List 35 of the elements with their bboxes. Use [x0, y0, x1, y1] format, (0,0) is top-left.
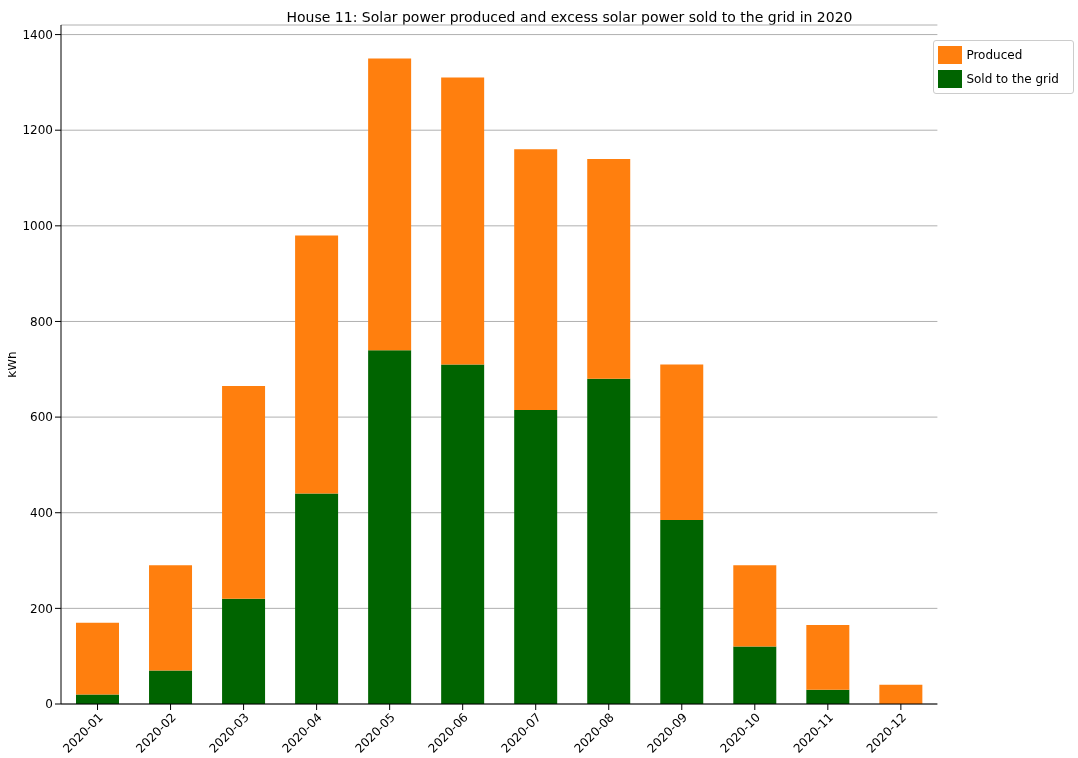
bar [222, 386, 266, 599]
bar [368, 58, 412, 351]
chart-title: House 11: Solar power produced and excess solar power sold to the grid in 2020 [285, 9, 854, 25]
legend-label: Sold to the grid [966, 71, 1059, 86]
bar [295, 235, 339, 494]
y-tick-label: 800 [30, 314, 53, 329]
bar [368, 350, 412, 704]
bar [295, 493, 339, 704]
bar [149, 670, 193, 704]
bar [806, 625, 850, 690]
bar [879, 684, 923, 704]
y-tick-label: 600 [30, 410, 53, 425]
y-tick-label: 200 [30, 601, 53, 616]
bar [222, 598, 266, 704]
y-tick-label: 1000 [22, 219, 53, 234]
bar [514, 149, 558, 410]
bar [76, 694, 119, 704]
bar [733, 646, 777, 704]
bar [660, 519, 704, 704]
bar [587, 158, 631, 379]
y-axis-title: kWh [5, 351, 20, 378]
legend-label: Produced [966, 47, 1023, 62]
bar [660, 364, 704, 520]
y-tick-label: 400 [30, 505, 53, 520]
bar [441, 77, 485, 365]
bar [76, 622, 119, 695]
bar [514, 409, 558, 704]
y-tick-label: 1400 [22, 27, 53, 42]
bar [441, 364, 485, 704]
y-tick-label: 1200 [22, 123, 53, 138]
bar [806, 689, 850, 704]
y-tick-label: 0 [45, 697, 53, 712]
bar [149, 565, 193, 671]
bar [733, 565, 777, 647]
bar [587, 378, 631, 704]
